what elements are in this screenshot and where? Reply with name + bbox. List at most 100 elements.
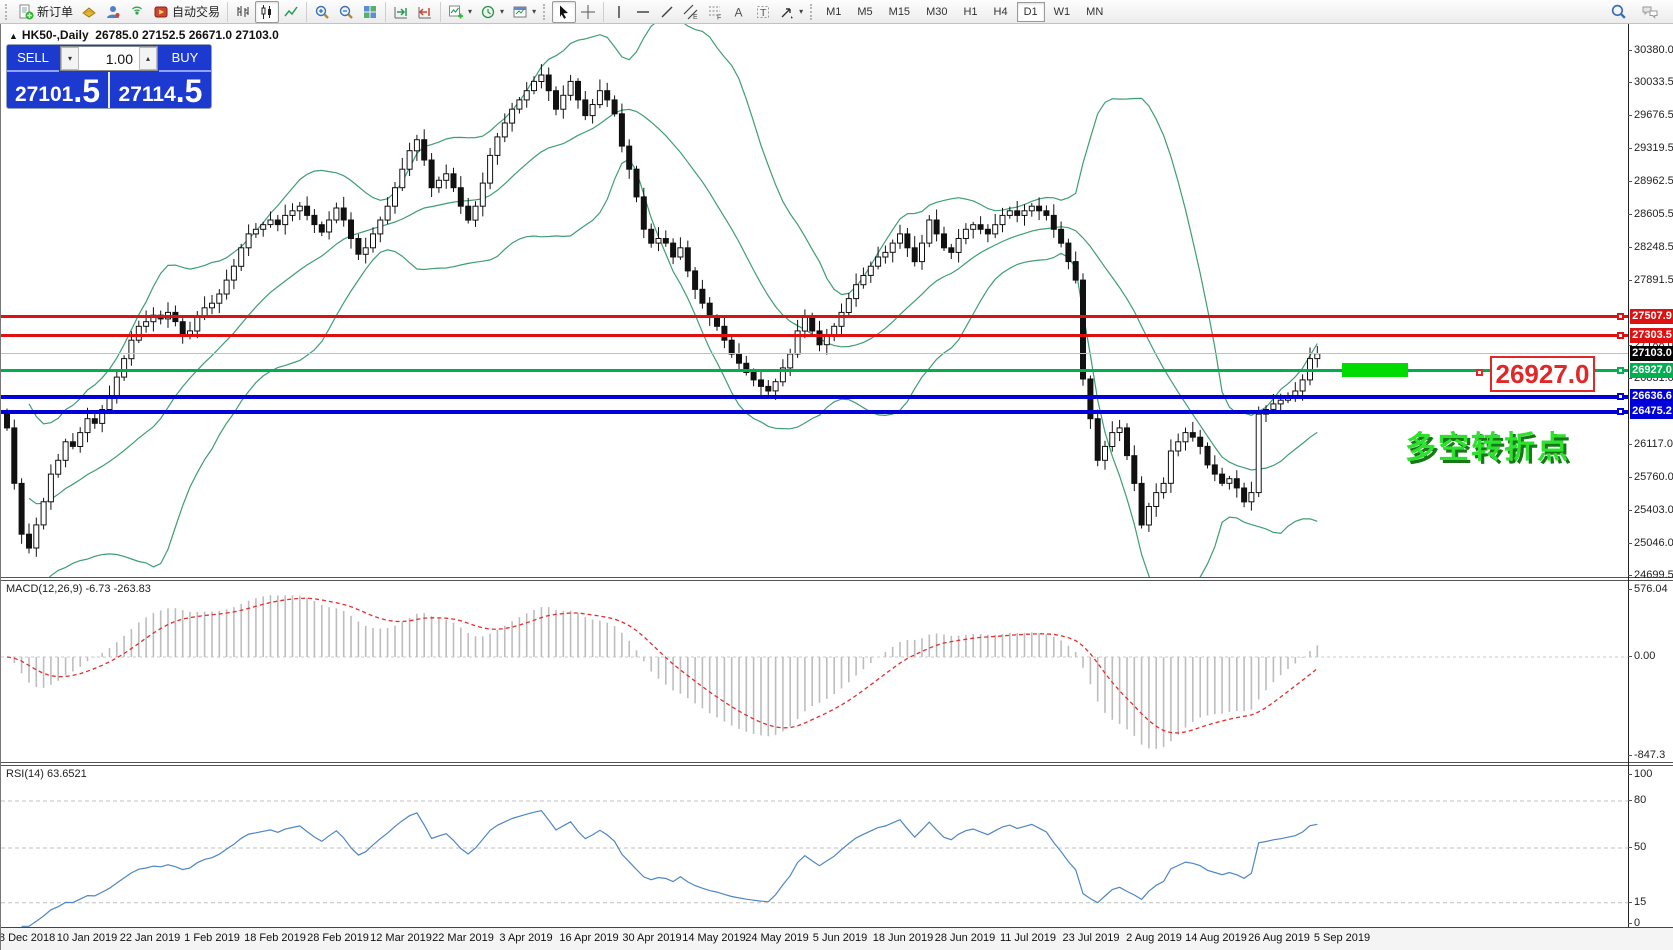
new-order-button[interactable]: 新订单: [14, 1, 77, 23]
chat-button[interactable]: [1637, 1, 1663, 23]
arrows-caret-icon[interactable]: ▾: [799, 7, 804, 16]
text-label-button[interactable]: T: [751, 1, 775, 23]
turning-point-note[interactable]: 多空转折点: [1405, 430, 1570, 465]
buy-price[interactable]: 27114.5: [110, 72, 211, 108]
pane-separator[interactable]: [1, 580, 1673, 581]
horizontal-level-26927[interactable]: [1, 369, 1628, 372]
line-chart-button[interactable]: [279, 1, 303, 23]
price-flag-label[interactable]: 26927.0: [1490, 356, 1595, 392]
macd-tick--847.3: -847.3: [1627, 749, 1666, 761]
zoom-in-icon: [315, 5, 329, 19]
date-label: 10 Jan 2019: [56, 932, 118, 944]
indicators-button[interactable]: ▾: [444, 1, 476, 23]
auto-scroll-button[interactable]: [389, 1, 413, 23]
pane-separator[interactable]: [1, 765, 1673, 766]
toolbar-drag-handle[interactable]: [543, 3, 549, 20]
price-tick-26117.0: 26117.0: [1628, 438, 1673, 450]
community-button[interactable]: [101, 1, 125, 23]
macd-pane[interactable]: [1, 581, 1628, 761]
horizontal-level-26475.2[interactable]: [1, 410, 1628, 414]
text-button[interactable]: A: [727, 1, 751, 23]
timeframe-D1[interactable]: D1: [1016, 1, 1045, 22]
svg-text:E: E: [693, 14, 698, 20]
cursor-button[interactable]: [552, 0, 577, 23]
trendline-button[interactable]: [655, 1, 679, 23]
level-connector[interactable]: [1617, 408, 1624, 415]
horizontal-level-26636.6[interactable]: [1, 395, 1628, 399]
toolbar-drag-handle[interactable]: [810, 3, 816, 20]
periods-caret-icon[interactable]: ▾: [500, 7, 505, 16]
sell-price-main: 27101: [14, 83, 74, 106]
quote-price-row: 27101.5 27114.5: [7, 72, 211, 108]
bar-chart-icon: [237, 5, 249, 17]
chat-icon: [1642, 6, 1658, 19]
volume-input[interactable]: 1.00: [105, 50, 133, 67]
level-connector[interactable]: [1617, 367, 1624, 374]
pane-separator[interactable]: [1, 577, 1673, 578]
sell-button[interactable]: SELL: [7, 45, 59, 72]
timeframe-H1[interactable]: H1: [956, 2, 984, 22]
date-label: 5 Sep 2019: [1313, 932, 1371, 944]
volume-spinner: ▾ 1.00 ▴: [60, 46, 158, 71]
timeframe-M5[interactable]: M5: [850, 2, 879, 22]
search-button[interactable]: [1606, 1, 1631, 23]
indicators-caret-icon[interactable]: ▾: [468, 7, 473, 16]
vertical-line-button[interactable]: [607, 1, 631, 23]
toolbar-drag-handle[interactable]: [5, 3, 11, 20]
autotrading-label: 自动交易: [172, 5, 221, 19]
text-icon: A: [735, 5, 743, 19]
chart-shift-button[interactable]: [413, 1, 437, 23]
timeframe-M30[interactable]: M30: [919, 2, 954, 22]
horizontal-level-27303.5[interactable]: [1, 334, 1628, 337]
signal-button[interactable]: [125, 1, 149, 23]
level-connector[interactable]: [1617, 393, 1624, 400]
equidistant-channel-button[interactable]: E: [679, 1, 703, 23]
symbol-triangle-icon[interactable]: ▲: [9, 31, 18, 41]
level-connector[interactable]: [1617, 332, 1624, 339]
fibonacci-button[interactable]: F: [703, 1, 727, 23]
volume-up-button[interactable]: ▴: [139, 47, 157, 70]
tile-windows-button[interactable]: [358, 1, 382, 23]
sell-price[interactable]: 27101.5: [7, 72, 108, 108]
metaeditor-button[interactable]: [77, 1, 101, 23]
chart-window[interactable]: ▲ HK50-,Daily 26785.0 27152.5 26671.0 271…: [0, 24, 1673, 950]
pane-separator[interactable]: [1, 762, 1673, 763]
price-tick-25760.0: 25760.0: [1628, 471, 1673, 483]
timeframe-MN[interactable]: MN: [1079, 2, 1110, 22]
price-badge-26636.6: 26636.6: [1630, 389, 1673, 404]
buy-button[interactable]: BUY: [159, 45, 211, 72]
new-order-icon: [19, 4, 34, 19]
quote-divider: [108, 72, 110, 108]
periods-button[interactable]: ▾: [476, 1, 508, 23]
templates-icon: [513, 6, 527, 17]
flag-connector[interactable]: [1476, 369, 1483, 376]
timeframe-M1[interactable]: M1: [819, 2, 848, 22]
timeframe-W1[interactable]: W1: [1047, 2, 1078, 22]
candlestick-chart-button[interactable]: [255, 0, 280, 23]
highlight-rectangle[interactable]: [1342, 363, 1408, 377]
price-pane[interactable]: [1, 24, 1628, 577]
autotrading-button[interactable]: 自动交易: [149, 1, 224, 23]
templates-button[interactable]: ▾: [508, 1, 540, 23]
volume-down-button[interactable]: ▾: [61, 47, 79, 70]
bar-chart-button[interactable]: [231, 1, 255, 23]
timeframe-H4[interactable]: H4: [987, 2, 1015, 22]
zoom-out-button[interactable]: [334, 1, 358, 23]
chart-symbol-period: HK50-,Daily: [21, 28, 89, 42]
rsi-pane[interactable]: [1, 766, 1628, 927]
timeframe-M15[interactable]: M15: [882, 2, 917, 22]
arrows-button[interactable]: ▾: [775, 1, 807, 23]
crosshair-button[interactable]: [576, 1, 600, 23]
horizontal-level-27507.9[interactable]: [1, 315, 1628, 318]
one-click-trading-panel: SELL ▾ 1.00 ▴ BUY 27101.5 27114.5: [6, 44, 212, 109]
toolbar-divider: [306, 1, 308, 22]
svg-text:F: F: [717, 14, 721, 20]
zoom-in-button[interactable]: [310, 1, 334, 23]
level-connector[interactable]: [1617, 313, 1624, 320]
templates-caret-icon[interactable]: ▾: [532, 7, 537, 16]
horizontal-line-button[interactable]: [631, 1, 655, 23]
macd-tick-0.00: 0.00: [1627, 650, 1656, 662]
horizontal-level-27103[interactable]: [1, 353, 1628, 354]
